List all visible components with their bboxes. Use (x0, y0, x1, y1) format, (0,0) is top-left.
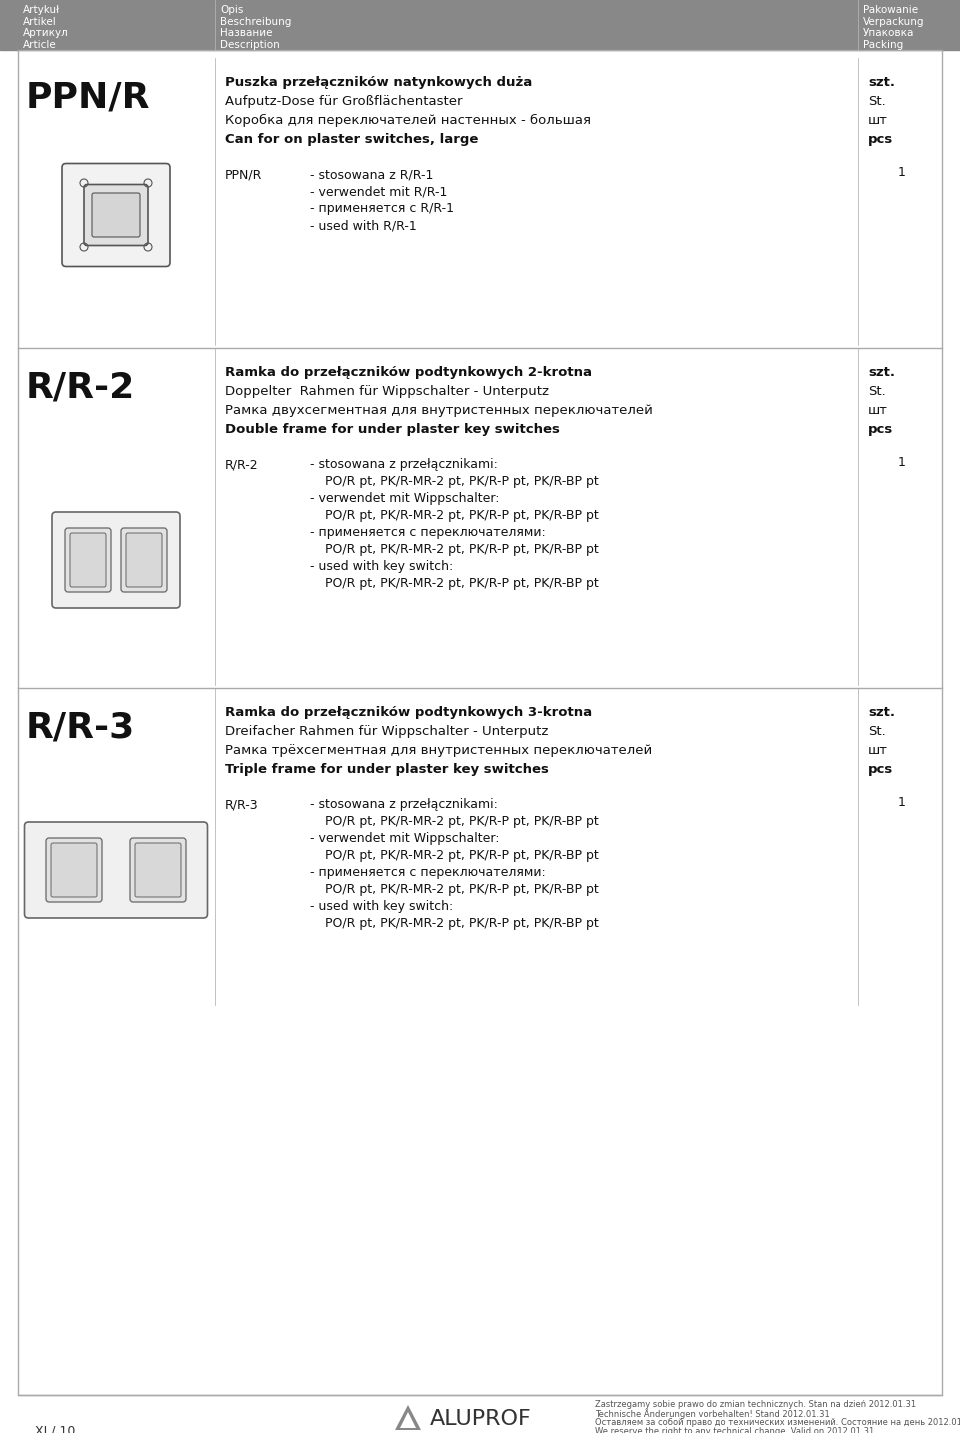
Text: шт: шт (868, 115, 888, 128)
Text: Aufputz-Dose für Großflächentaster: Aufputz-Dose für Großflächentaster (225, 95, 463, 107)
Text: R/R-2: R/R-2 (26, 370, 135, 404)
Text: - used with key switch:: - used with key switch: (310, 900, 453, 913)
Text: pcs: pcs (868, 133, 893, 146)
Text: 1: 1 (898, 456, 906, 469)
Text: pcs: pcs (868, 423, 893, 436)
Text: Description: Description (220, 40, 279, 50)
Text: Verpackung: Verpackung (863, 17, 924, 26)
Text: - применяется с R/R-1: - применяется с R/R-1 (310, 202, 454, 215)
Polygon shape (395, 1404, 421, 1430)
Text: - stosowana z przełącznikami:: - stosowana z przełącznikami: (310, 459, 498, 471)
FancyBboxPatch shape (121, 527, 167, 592)
Text: 1: 1 (898, 166, 906, 179)
Text: XI / 10: XI / 10 (35, 1424, 76, 1433)
Text: pcs: pcs (868, 762, 893, 777)
Text: ALUPROF: ALUPROF (430, 1409, 532, 1429)
FancyBboxPatch shape (70, 533, 106, 588)
Text: Ramka do przełączników podtynkowych 3-krotna: Ramka do przełączników podtynkowych 3-kr… (225, 706, 592, 719)
Text: - verwendet mit Wippschalter:: - verwendet mit Wippschalter: (310, 492, 499, 504)
Text: Ramka do przełączników podtynkowych 2-krotna: Ramka do przełączników podtynkowych 2-kr… (225, 365, 592, 378)
Text: Doppelter  Rahmen für Wippschalter - Unterputz: Doppelter Rahmen für Wippschalter - Unte… (225, 385, 549, 398)
FancyBboxPatch shape (126, 533, 162, 588)
Text: Рамка двухсегментная для внутристенных переключателей: Рамка двухсегментная для внутристенных п… (225, 404, 653, 417)
Text: Упаковка: Упаковка (863, 29, 914, 39)
Text: Article: Article (23, 40, 57, 50)
FancyBboxPatch shape (130, 838, 186, 901)
Text: - used with key switch:: - used with key switch: (310, 560, 453, 573)
Text: szt.: szt. (868, 706, 895, 719)
Text: Beschreibung: Beschreibung (220, 17, 292, 26)
FancyBboxPatch shape (52, 512, 180, 608)
Text: Opis: Opis (220, 4, 244, 14)
Text: R/R-3: R/R-3 (225, 798, 258, 811)
Text: PO/R pt, PK/R-MR-2 pt, PK/R-P pt, PK/R-BP pt: PO/R pt, PK/R-MR-2 pt, PK/R-P pt, PK/R-B… (325, 474, 599, 489)
Polygon shape (400, 1412, 416, 1429)
FancyBboxPatch shape (46, 838, 102, 901)
Text: szt.: szt. (868, 365, 895, 378)
Text: Коробка для переключателей настенных - большая: Коробка для переключателей настенных - б… (225, 115, 591, 128)
FancyBboxPatch shape (65, 527, 111, 592)
Text: - применяется с переключателями:: - применяется с переключателями: (310, 526, 545, 539)
Text: - stosowana z R/R-1: - stosowana z R/R-1 (310, 168, 433, 181)
Text: Zastrzegamy sobie prawo do zmian technicznych. Stan na dzień 2012.01.31: Zastrzegamy sobie prawo do zmian technic… (595, 1400, 916, 1409)
FancyBboxPatch shape (51, 843, 97, 897)
Text: PO/R pt, PK/R-MR-2 pt, PK/R-P pt, PK/R-BP pt: PO/R pt, PK/R-MR-2 pt, PK/R-P pt, PK/R-B… (325, 815, 599, 828)
Text: Artikel: Artikel (23, 17, 57, 26)
Text: PPN/R: PPN/R (225, 168, 262, 181)
Text: R/R-3: R/R-3 (26, 709, 135, 744)
FancyBboxPatch shape (84, 185, 148, 245)
Text: PO/R pt, PK/R-MR-2 pt, PK/R-P pt, PK/R-BP pt: PO/R pt, PK/R-MR-2 pt, PK/R-P pt, PK/R-B… (325, 848, 599, 863)
FancyBboxPatch shape (62, 163, 170, 267)
Text: PO/R pt, PK/R-MR-2 pt, PK/R-P pt, PK/R-BP pt: PO/R pt, PK/R-MR-2 pt, PK/R-P pt, PK/R-B… (325, 543, 599, 556)
Text: - verwendet mit R/R-1: - verwendet mit R/R-1 (310, 185, 447, 198)
Bar (0, 0, 960, 50)
Text: R/R-2: R/R-2 (225, 459, 258, 471)
Text: Artykuł: Artykuł (23, 4, 60, 14)
FancyBboxPatch shape (25, 823, 207, 919)
Text: - stosowana z przełącznikami:: - stosowana z przełącznikami: (310, 798, 498, 811)
Text: We reserve the right to any technical change. Valid on 2012.01.31: We reserve the right to any technical ch… (595, 1427, 875, 1433)
Text: PO/R pt, PK/R-MR-2 pt, PK/R-P pt, PK/R-BP pt: PO/R pt, PK/R-MR-2 pt, PK/R-P pt, PK/R-B… (325, 577, 599, 590)
Text: Puszka przełączników natynkowych duża: Puszka przełączników natynkowych duża (225, 76, 532, 89)
Text: шт: шт (868, 404, 888, 417)
Text: Technische Änderungen vorbehalten! Stand 2012.01.31: Technische Änderungen vorbehalten! Stand… (595, 1409, 829, 1419)
FancyBboxPatch shape (135, 843, 181, 897)
Text: Triple frame for under plaster key switches: Triple frame for under plaster key switc… (225, 762, 549, 777)
Text: St.: St. (868, 95, 886, 107)
Text: Рамка трёхсегментная для внутристенных переключателей: Рамка трёхсегментная для внутристенных п… (225, 744, 652, 757)
Text: 1: 1 (898, 795, 906, 810)
Text: PO/R pt, PK/R-MR-2 pt, PK/R-P pt, PK/R-BP pt: PO/R pt, PK/R-MR-2 pt, PK/R-P pt, PK/R-B… (325, 883, 599, 896)
Text: Dreifacher Rahmen für Wippschalter - Unterputz: Dreifacher Rahmen für Wippschalter - Unt… (225, 725, 548, 738)
Text: PO/R pt, PK/R-MR-2 pt, PK/R-P pt, PK/R-BP pt: PO/R pt, PK/R-MR-2 pt, PK/R-P pt, PK/R-B… (325, 509, 599, 522)
Text: - used with R/R-1: - used with R/R-1 (310, 219, 417, 232)
Text: Название: Название (220, 29, 273, 39)
Text: - verwendet mit Wippschalter:: - verwendet mit Wippschalter: (310, 833, 499, 845)
Text: szt.: szt. (868, 76, 895, 89)
Text: Оставляем за собой право до технических изменений. Состояние на день 2012.01.31: Оставляем за собой право до технических … (595, 1419, 960, 1427)
Text: Артикул: Артикул (23, 29, 69, 39)
FancyBboxPatch shape (92, 193, 140, 236)
Text: PPN/R: PPN/R (26, 80, 151, 115)
Text: Packing: Packing (863, 40, 903, 50)
Text: шт: шт (868, 744, 888, 757)
Text: Pakowanie: Pakowanie (863, 4, 918, 14)
Text: PO/R pt, PK/R-MR-2 pt, PK/R-P pt, PK/R-BP pt: PO/R pt, PK/R-MR-2 pt, PK/R-P pt, PK/R-B… (325, 917, 599, 930)
Text: St.: St. (868, 385, 886, 398)
Text: Double frame for under plaster key switches: Double frame for under plaster key switc… (225, 423, 560, 436)
Text: - применяется с переключателями:: - применяется с переключателями: (310, 866, 545, 878)
Text: St.: St. (868, 725, 886, 738)
Text: Can for on plaster switches, large: Can for on plaster switches, large (225, 133, 478, 146)
